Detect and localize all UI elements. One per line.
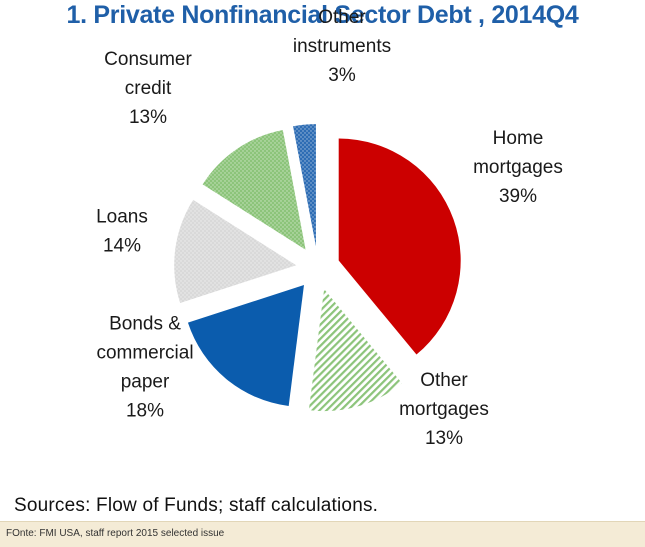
slice-label-0: Home mortgages 39% (473, 128, 563, 207)
pie-slice-0 (338, 138, 461, 355)
pie-labels: Home mortgages 39% Other mortgages 13% Bonds &… (96, 7, 563, 449)
pie-chart: Home mortgages 39% Other mortgages 13% Bonds &… (96, 7, 563, 449)
pie-slice-1 (308, 289, 402, 412)
footer-band: FOnte: FMI USA, staff report 2015 select… (0, 521, 645, 547)
slice-label-2: Bonds & commercial paper 18% (96, 314, 193, 422)
footer-source: FOnte: FMI USA, staff report 2015 select… (6, 528, 225, 539)
chart-title: 1. Private Nonfinancial Sector Debt , 20… (66, 1, 579, 29)
pie-slice-3 (174, 199, 297, 303)
pie-slice-2 (187, 284, 304, 406)
sources-note: Sources: Flow of Funds; staff calculatio… (14, 495, 379, 516)
pie-slice-4 (202, 129, 306, 250)
slice-label-3: Loans 14% (96, 207, 148, 257)
pie-slice-5 (293, 124, 316, 247)
slice-label-4: Consumer credit 13% (104, 49, 192, 128)
slice-label-1: Other mortgages 13% (399, 370, 489, 449)
pie-slices (174, 124, 461, 412)
slice-label-5: Other instruments 3% (293, 7, 391, 86)
